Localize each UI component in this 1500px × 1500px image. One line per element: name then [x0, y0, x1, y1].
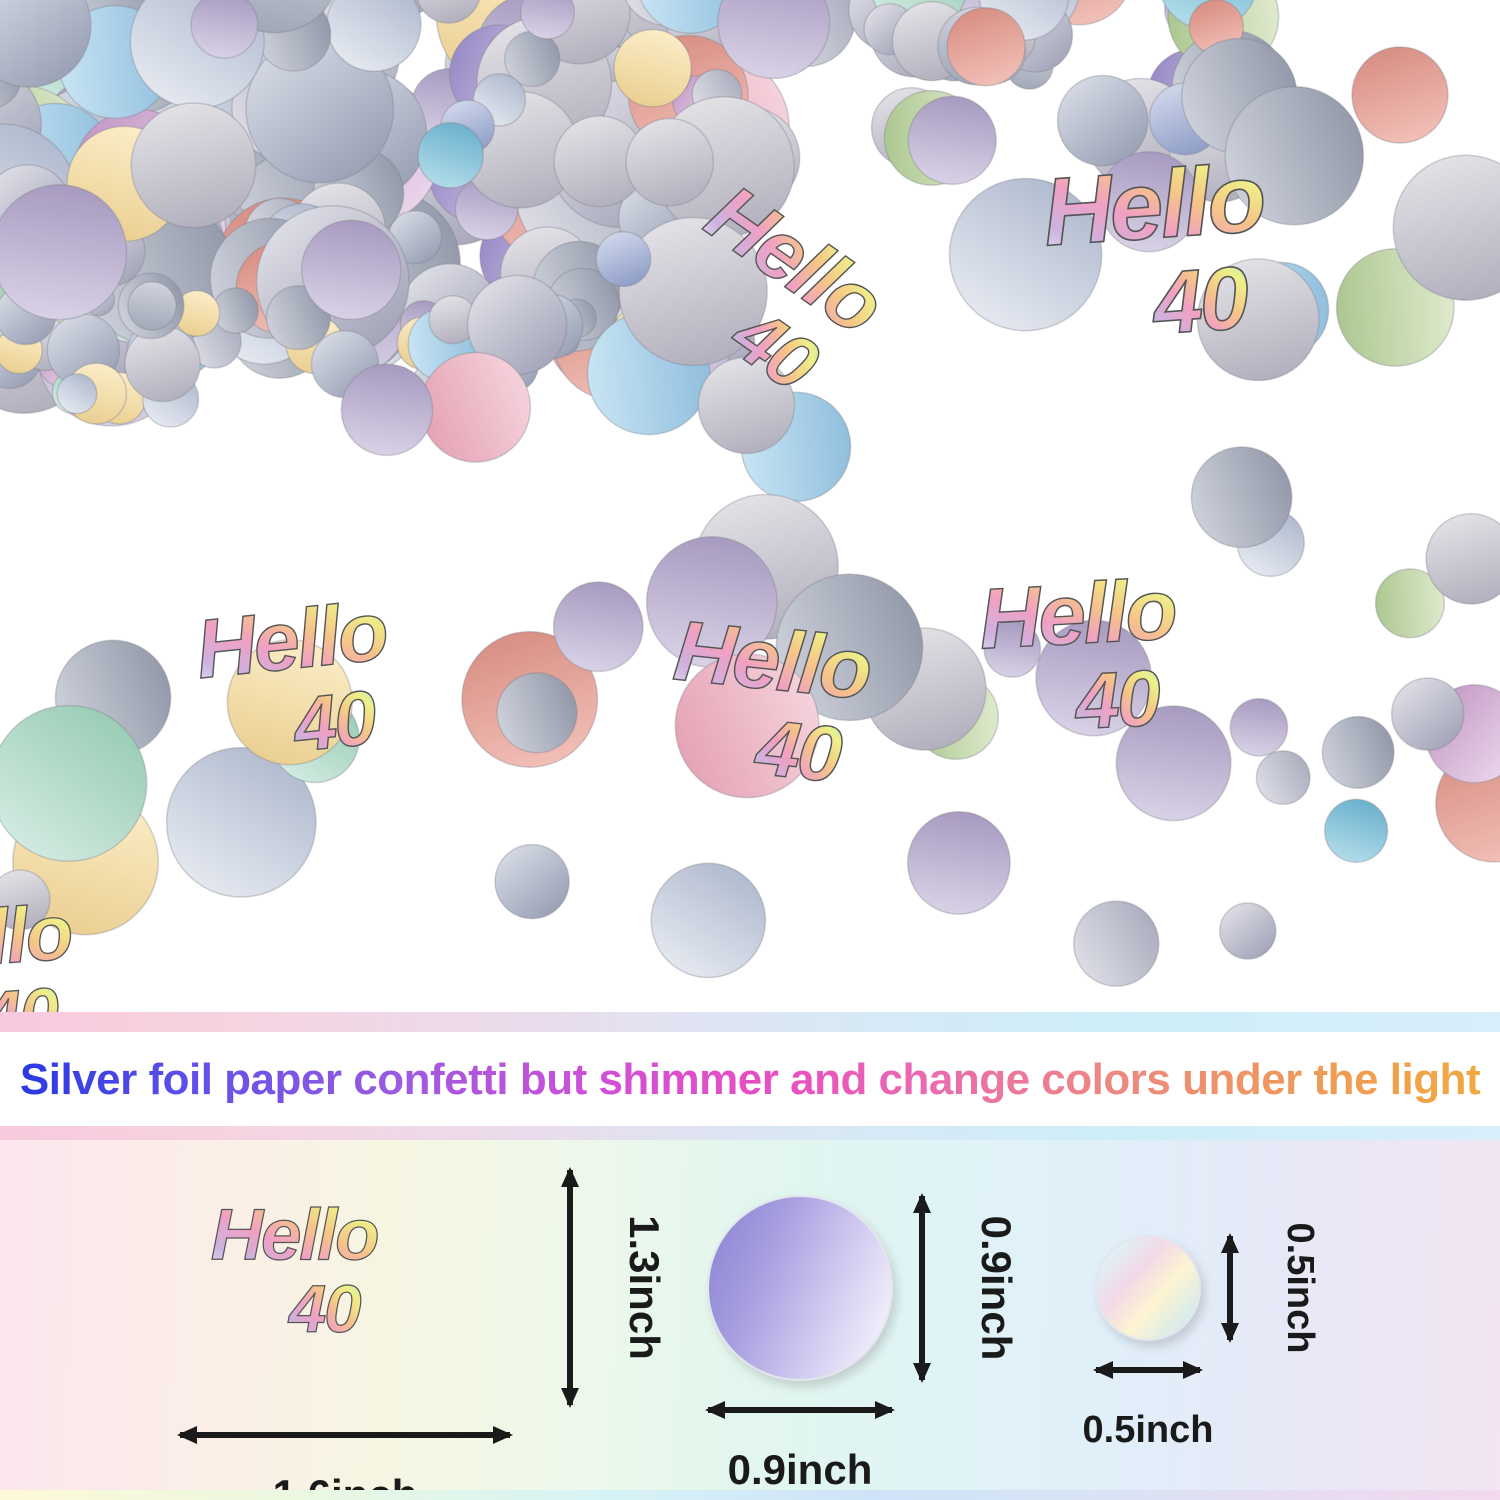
svg-text:0.5inch: 0.5inch	[1083, 1409, 1214, 1451]
svg-text:0.5inch: 0.5inch	[1279, 1223, 1321, 1354]
svg-text:0.9inch: 0.9inch	[973, 1216, 1020, 1361]
svg-text:1.3inch: 1.3inch	[621, 1215, 668, 1360]
svg-text:0.9inch: 0.9inch	[728, 1446, 873, 1493]
